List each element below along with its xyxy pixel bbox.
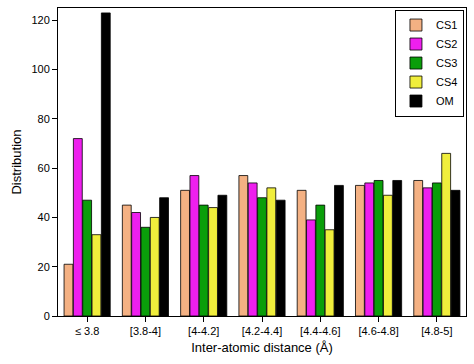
svg-text:CS2: CS2 xyxy=(436,38,457,50)
svg-text:Inter-atomic distance (Å): Inter-atomic distance (Å) xyxy=(191,340,333,355)
svg-text:CS3: CS3 xyxy=(436,57,457,69)
svg-text:[4.4-4.6]: [4.4-4.6] xyxy=(300,325,340,337)
svg-text:[4-4.2]: [4-4.2] xyxy=(188,325,219,337)
svg-text:60: 60 xyxy=(38,162,50,174)
svg-text:≤ 3.8: ≤ 3.8 xyxy=(75,325,99,337)
svg-text:Distribution: Distribution xyxy=(9,129,24,194)
svg-text:40: 40 xyxy=(38,211,50,223)
svg-text:20: 20 xyxy=(38,261,50,273)
svg-text:80: 80 xyxy=(38,113,50,125)
svg-text:OM: OM xyxy=(436,95,454,107)
svg-text:120: 120 xyxy=(31,14,49,26)
svg-text:CS1: CS1 xyxy=(436,19,457,31)
svg-text:100: 100 xyxy=(31,63,49,75)
svg-text:CS4: CS4 xyxy=(436,76,457,88)
svg-text:[4.8-5]: [4.8-5] xyxy=(421,325,452,337)
svg-text:[4.2-4.4]: [4.2-4.4] xyxy=(242,325,282,337)
svg-text:[4.6-4.8]: [4.6-4.8] xyxy=(358,325,398,337)
svg-text:[3.8-4]: [3.8-4] xyxy=(130,325,161,337)
svg-text:0: 0 xyxy=(44,310,50,322)
